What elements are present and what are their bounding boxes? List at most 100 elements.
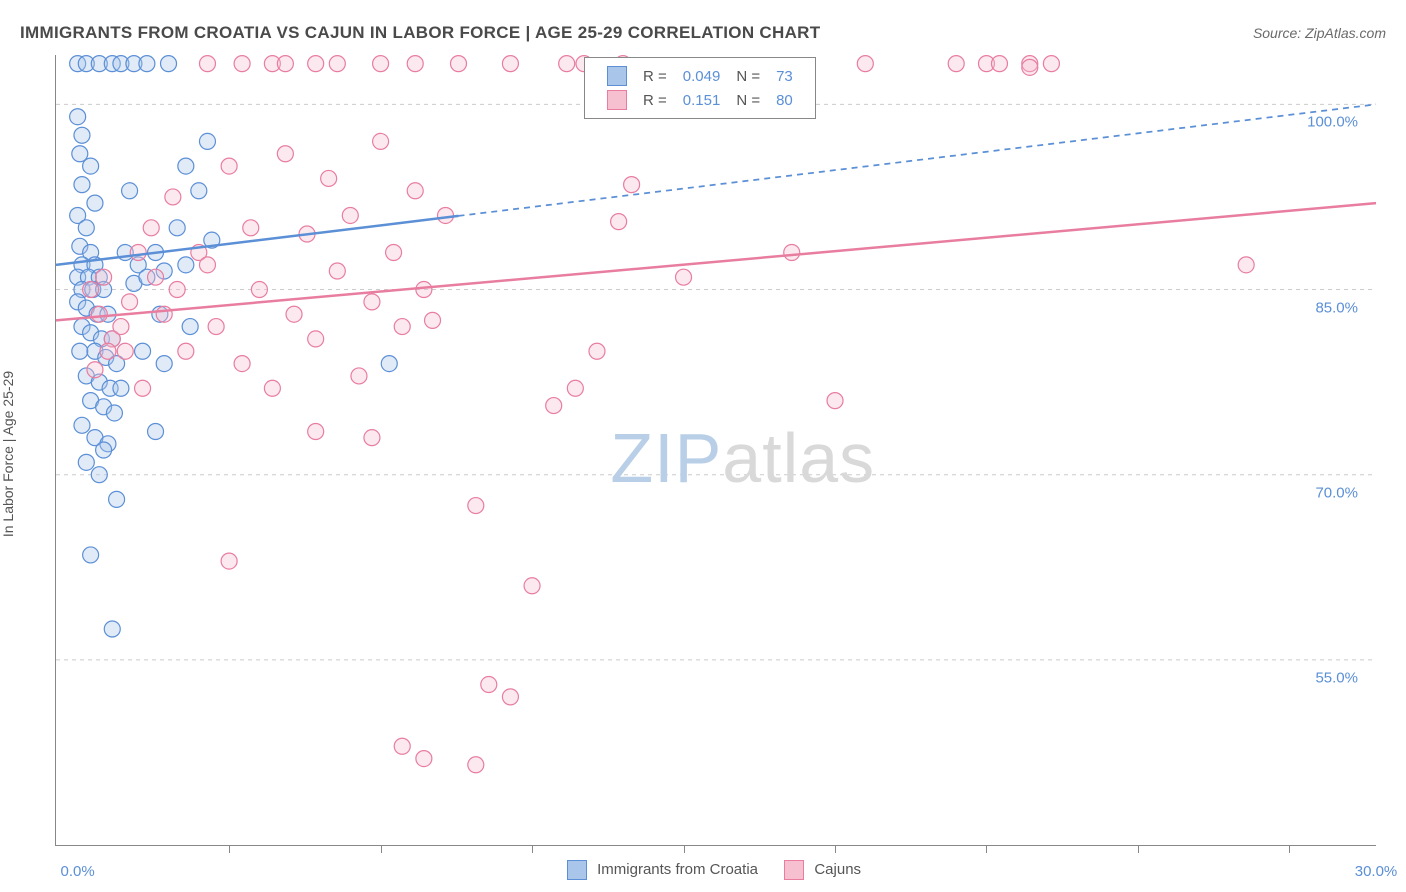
swatch-croatia	[607, 66, 627, 86]
data-point-cajuns	[991, 56, 1007, 72]
data-point-croatia	[83, 158, 99, 174]
data-point-cajuns	[1022, 59, 1038, 75]
data-point-cajuns	[342, 207, 358, 223]
data-point-cajuns	[1043, 56, 1059, 72]
n-value-cajuns: 80	[768, 88, 801, 112]
data-point-cajuns	[394, 738, 410, 754]
swatch-cajuns-bottom	[784, 860, 804, 880]
data-point-cajuns	[143, 220, 159, 236]
data-point-cajuns	[243, 220, 259, 236]
data-point-cajuns	[394, 319, 410, 335]
x-minor-tick	[835, 845, 836, 853]
data-point-cajuns	[251, 282, 267, 298]
r-value-cajuns: 0.151	[675, 88, 729, 112]
data-point-croatia	[74, 127, 90, 143]
data-point-cajuns	[308, 423, 324, 439]
data-point-cajuns	[1238, 257, 1254, 273]
data-point-cajuns	[277, 146, 293, 162]
r-value-croatia: 0.049	[675, 64, 729, 88]
data-point-cajuns	[87, 362, 103, 378]
n-value-croatia: 73	[768, 64, 801, 88]
legend-label-croatia: Immigrants from Croatia	[597, 861, 758, 878]
data-point-cajuns	[135, 380, 151, 396]
data-point-cajuns	[308, 56, 324, 72]
data-point-croatia	[91, 467, 107, 483]
r-label: R =	[635, 88, 675, 112]
source-attribution: Source: ZipAtlas.com	[1253, 25, 1386, 41]
data-point-cajuns	[416, 282, 432, 298]
data-point-croatia	[70, 109, 86, 125]
data-point-cajuns	[567, 380, 583, 396]
data-point-cajuns	[559, 56, 575, 72]
data-point-cajuns	[676, 269, 692, 285]
swatch-cajuns	[607, 90, 627, 110]
data-point-cajuns	[96, 269, 112, 285]
y-tick-label: 55.0%	[1315, 669, 1358, 686]
data-point-croatia	[78, 454, 94, 470]
data-point-cajuns	[784, 245, 800, 261]
y-tick-label: 85.0%	[1315, 299, 1358, 316]
data-point-cajuns	[321, 170, 337, 186]
source-name: ZipAtlas.com	[1305, 25, 1386, 41]
data-point-cajuns	[364, 430, 380, 446]
data-point-cajuns	[117, 343, 133, 359]
data-point-croatia	[122, 183, 138, 199]
data-point-croatia	[178, 158, 194, 174]
data-point-cajuns	[624, 177, 640, 193]
n-label: N =	[728, 64, 768, 88]
data-point-cajuns	[589, 343, 605, 359]
data-point-cajuns	[91, 306, 107, 322]
scatter-plot-area: ZIPatlas R = 0.049 N = 73 R = 0.151 N = …	[55, 55, 1376, 846]
data-point-cajuns	[364, 294, 380, 310]
data-point-cajuns	[611, 214, 627, 230]
data-point-croatia	[78, 220, 94, 236]
data-point-cajuns	[178, 343, 194, 359]
data-point-cajuns	[546, 398, 562, 414]
data-point-croatia	[106, 405, 122, 421]
data-point-croatia	[113, 380, 129, 396]
data-point-cajuns	[373, 56, 389, 72]
data-point-cajuns	[948, 56, 964, 72]
data-point-croatia	[74, 177, 90, 193]
data-point-cajuns	[373, 133, 389, 149]
data-point-cajuns	[208, 319, 224, 335]
data-point-cajuns	[308, 331, 324, 347]
plot-svg	[56, 55, 1376, 845]
data-point-croatia	[169, 220, 185, 236]
trend-line-extrapolated-croatia	[458, 104, 1376, 216]
data-point-cajuns	[468, 757, 484, 773]
x-minor-tick	[986, 845, 987, 853]
data-point-cajuns	[386, 245, 402, 261]
data-point-croatia	[104, 621, 120, 637]
data-point-cajuns	[221, 158, 237, 174]
data-point-cajuns	[148, 269, 164, 285]
data-point-cajuns	[221, 553, 237, 569]
legend-row-croatia: R = 0.049 N = 73	[599, 64, 801, 88]
data-point-croatia	[156, 356, 172, 372]
data-point-cajuns	[857, 56, 873, 72]
data-point-croatia	[148, 423, 164, 439]
data-point-cajuns	[407, 183, 423, 199]
data-point-cajuns	[827, 393, 843, 409]
data-point-cajuns	[524, 578, 540, 594]
data-point-cajuns	[234, 56, 250, 72]
title-bar: IMMIGRANTS FROM CROATIA VS CAJUN IN LABO…	[20, 18, 1386, 48]
data-point-cajuns	[468, 498, 484, 514]
data-point-croatia	[381, 356, 397, 372]
data-point-croatia	[96, 442, 112, 458]
data-point-cajuns	[122, 294, 138, 310]
r-label: R =	[635, 64, 675, 88]
correlation-legend: R = 0.049 N = 73 R = 0.151 N = 80	[584, 57, 816, 119]
data-point-cajuns	[199, 257, 215, 273]
x-minor-tick	[1138, 845, 1139, 853]
legend-row-cajuns: R = 0.151 N = 80	[599, 88, 801, 112]
data-point-croatia	[72, 343, 88, 359]
legend-label-cajuns: Cajuns	[814, 861, 861, 878]
data-point-cajuns	[351, 368, 367, 384]
source-label: Source:	[1253, 25, 1305, 41]
y-tick-label: 70.0%	[1315, 484, 1358, 501]
data-point-cajuns	[156, 306, 172, 322]
data-point-cajuns	[416, 751, 432, 767]
data-point-croatia	[199, 133, 215, 149]
x-minor-tick	[229, 845, 230, 853]
